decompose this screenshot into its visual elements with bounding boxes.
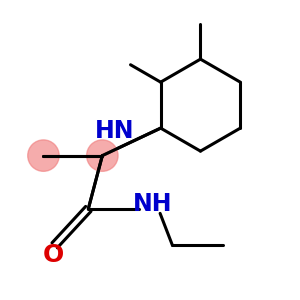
- Text: O: O: [43, 243, 64, 267]
- Text: NH: NH: [133, 192, 172, 216]
- Circle shape: [87, 140, 118, 171]
- Circle shape: [28, 140, 59, 171]
- Text: HN: HN: [95, 119, 134, 143]
